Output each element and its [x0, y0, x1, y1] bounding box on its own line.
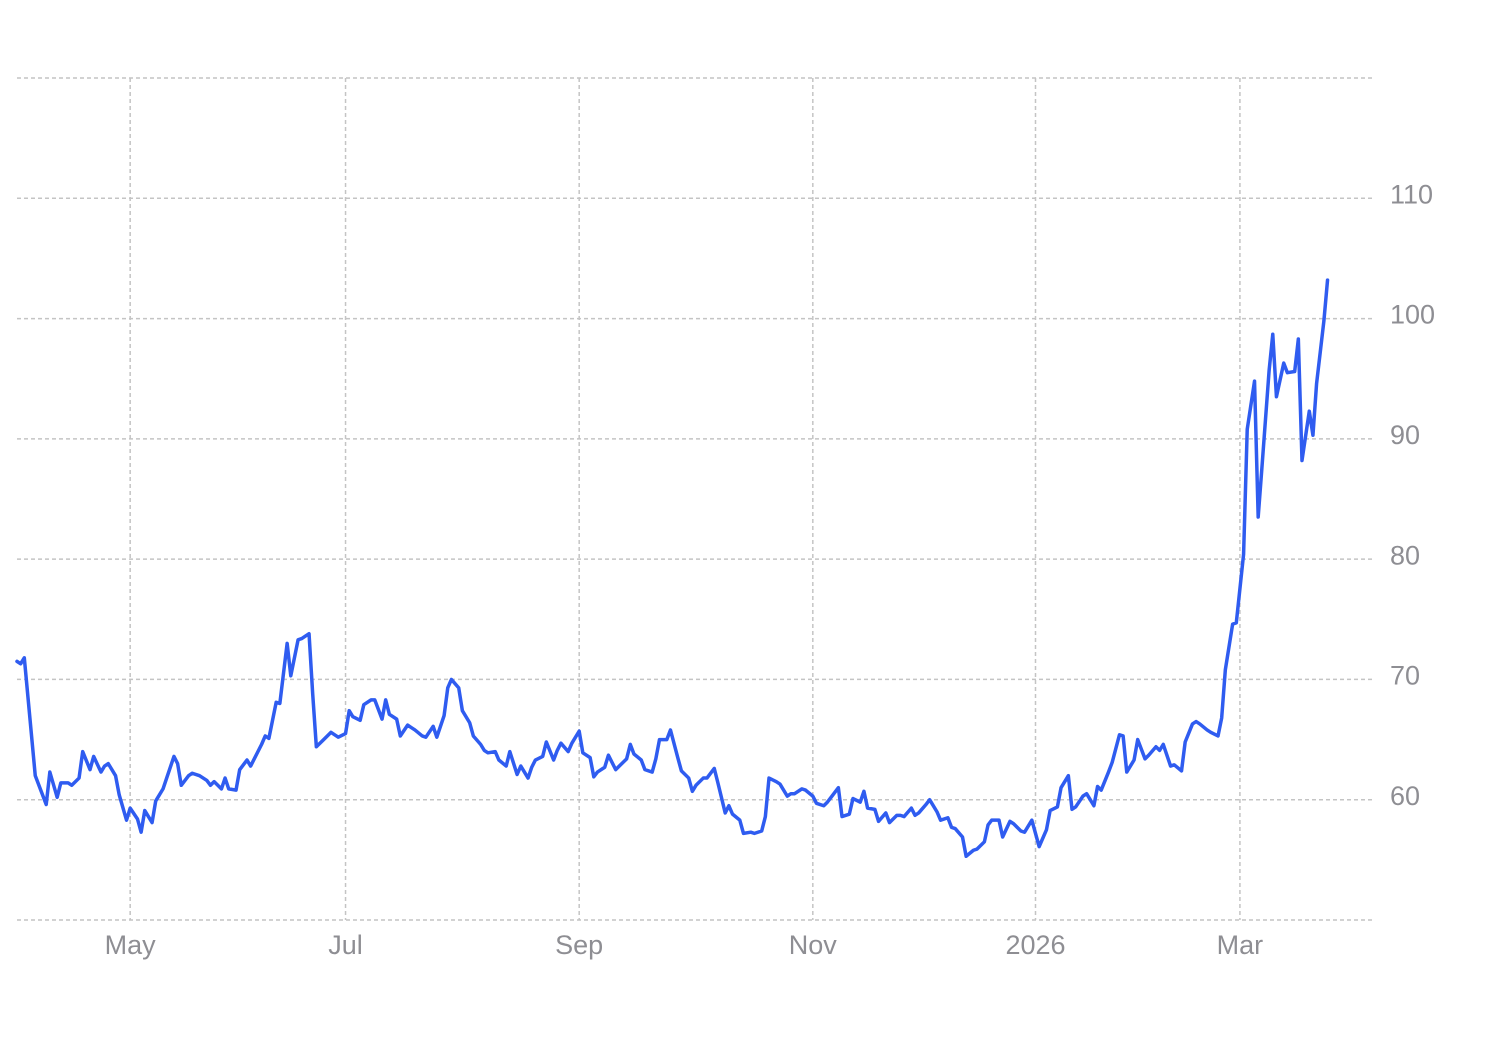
y-tick-label: 100: [1390, 300, 1435, 330]
x-tick-label: Mar: [1217, 930, 1264, 960]
y-tick-label: 80: [1390, 540, 1420, 570]
x-tick-label: Sep: [555, 930, 603, 960]
y-tick-label: 110: [1390, 179, 1433, 209]
y-tick-label: 70: [1390, 661, 1420, 691]
y-tick-label: 60: [1390, 781, 1420, 811]
x-tick-label: Nov: [789, 930, 838, 960]
x-tick-label: Jul: [328, 930, 363, 960]
y-tick-label: 90: [1390, 420, 1420, 450]
x-tick-label: 2026: [1005, 930, 1065, 960]
x-tick-label: May: [105, 930, 157, 960]
price-line: [15, 278, 1330, 858]
